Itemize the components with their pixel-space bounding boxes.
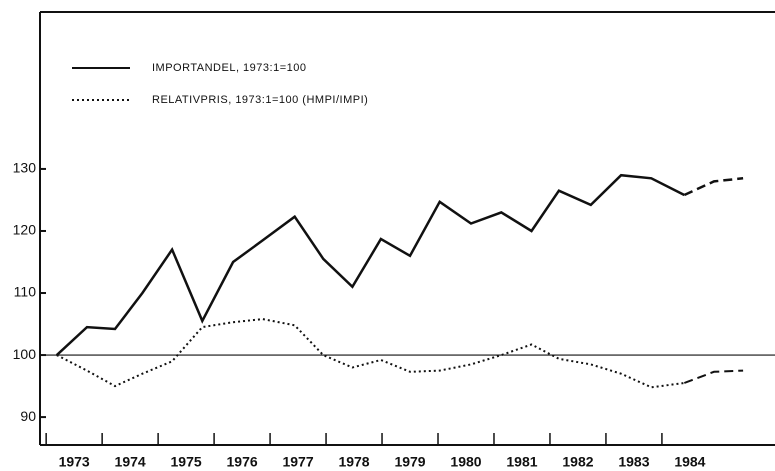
y-tick-label: 120 (13, 222, 37, 238)
x-tick-label: 1980 (450, 454, 481, 470)
x-tick-label: 1984 (674, 454, 705, 470)
series-line-dashed (683, 369, 744, 384)
x-tick-label: 1977 (282, 454, 313, 470)
legend-label: IMPORTANDEL, 1973:1=100 (152, 62, 306, 74)
x-tick-label: 1978 (338, 454, 369, 470)
x-tick-label: 1975 (171, 454, 202, 470)
x-tick-label: 1983 (618, 454, 649, 470)
x-tick-label: 1973 (59, 454, 90, 470)
x-tick-label: 1981 (506, 454, 537, 470)
x-tick-label: 1979 (394, 454, 425, 470)
legend-label: RELATIVPRIS, 1973:1=100 (HMPI/IMPI) (152, 94, 368, 106)
series-line (55, 173, 685, 357)
series-line (56, 318, 685, 389)
x-tick-label: 1976 (227, 454, 258, 470)
y-tick-label: 100 (13, 346, 37, 362)
y-tick-label: 90 (20, 408, 36, 424)
x-tick-label: 1974 (115, 454, 146, 470)
y-tick-label: 130 (13, 160, 37, 176)
y-tick-label: 110 (14, 284, 37, 300)
series-line-dashed (683, 177, 744, 197)
x-tick-label: 1982 (562, 454, 593, 470)
